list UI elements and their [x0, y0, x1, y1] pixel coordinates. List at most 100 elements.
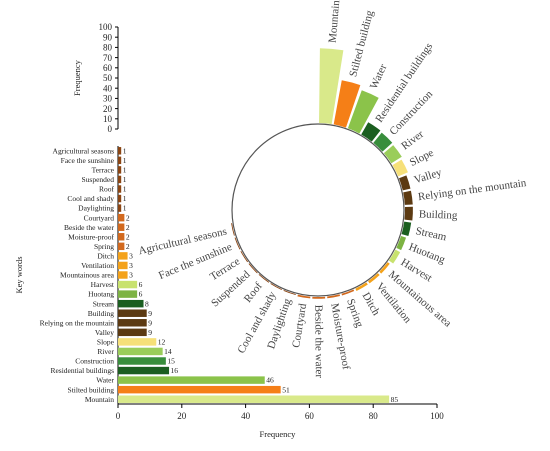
radial-wedge: [373, 132, 393, 152]
bar-value-label: 9: [148, 318, 152, 327]
bar-category-label: Terrace: [92, 165, 115, 174]
bar-category-label: Beside the water: [64, 223, 114, 232]
bar-value-label: 2: [126, 213, 130, 222]
bar: [118, 357, 166, 365]
bar-x-tick-label: 0: [116, 411, 121, 421]
bar-category-label: Building: [88, 309, 115, 318]
bar-category-label: Huotang: [88, 290, 114, 299]
bar-value-label: 9: [148, 309, 152, 318]
radial-wedge: [231, 223, 235, 236]
bar-category-label: Mountainous area: [60, 271, 115, 280]
bar-value-label: 51: [282, 385, 290, 394]
radial-wedge: [347, 90, 379, 134]
radial-wedge: [270, 283, 282, 290]
radial-wedge: [297, 294, 311, 299]
bar-value-label: 3: [129, 271, 133, 280]
radial-base-circle: [231, 123, 405, 297]
radial-wedge: [248, 263, 258, 274]
bar-category-label: Roof: [99, 185, 115, 194]
bar: [118, 376, 265, 384]
bar-value-label: 3: [129, 261, 133, 270]
radial-category-label: Stream: [415, 225, 448, 243]
bar: [118, 366, 170, 375]
radial-wedge: [355, 282, 368, 291]
bar: [118, 175, 122, 184]
radial-wedge: [401, 221, 412, 237]
radial-y-tick-label: 20: [103, 104, 113, 114]
radial-wedge: [234, 237, 241, 250]
bar-value-label: 9: [148, 328, 152, 337]
radial-y-axis-title: Frequency: [72, 59, 82, 96]
radial-y-tick-label: 80: [103, 43, 113, 53]
radial-wedge: [399, 175, 411, 191]
bar: [118, 309, 147, 317]
bar: [118, 194, 122, 203]
bar-value-label: 2: [126, 232, 130, 241]
bar-category-label: Stilted building: [68, 385, 115, 394]
bar-value-label: 1: [123, 146, 127, 155]
radial-category-label: Slope: [408, 147, 436, 169]
radial-y-tick-label: 30: [103, 94, 113, 104]
bar: [118, 319, 147, 327]
bar-category-label: Stream: [93, 299, 114, 308]
radial-wedge: [396, 236, 407, 251]
bar-value-label: 1: [123, 185, 127, 194]
bar-value-label: 1: [123, 156, 127, 165]
bar-x-tick-label: 60: [305, 411, 315, 421]
bar: [118, 233, 125, 241]
bar: [118, 213, 125, 222]
radial-wedge: [403, 190, 413, 205]
bar-category-label: Ditch: [97, 251, 114, 260]
bar-value-label: 3: [129, 251, 133, 260]
radial-wedge: [388, 249, 401, 264]
bar: [118, 290, 138, 298]
bar: [118, 271, 128, 279]
bar-category-label: Mountain: [85, 395, 114, 404]
radial-wedge: [327, 294, 341, 299]
radial-wedge: [392, 159, 408, 177]
radial-category-label: Mountain: [327, 0, 343, 43]
radial-category-label: Spring: [344, 297, 365, 329]
bar-category-label: Agricultural seasons: [53, 146, 115, 155]
radial-wedge: [379, 262, 390, 274]
bar-value-label: 85: [391, 395, 399, 404]
bar-x-tick-label: 100: [430, 411, 444, 421]
radial-wedge: [361, 122, 381, 142]
radial-wedge: [341, 289, 355, 296]
radial-category-label: Stilted building: [347, 9, 376, 78]
radial-wedge: [404, 206, 413, 221]
radial-y-tick-label: 90: [103, 32, 113, 42]
bar-value-label: 15: [167, 357, 175, 366]
radial-category-label: Building: [419, 208, 458, 221]
bar-value-label: 1: [123, 204, 127, 213]
bar-category-label: Moisture-proof: [68, 232, 114, 241]
radial-wedge: [383, 145, 402, 164]
bar-value-label: 6: [139, 280, 143, 289]
bar-category-label: River: [97, 347, 114, 356]
bar: [118, 223, 125, 231]
bar: [118, 242, 125, 251]
radial-category-label: River: [399, 128, 426, 152]
radial-y-tick-label: 10: [103, 114, 113, 124]
radial-category-label: Relying on the mountain: [417, 177, 527, 203]
bar-category-label: Courtyard: [84, 213, 115, 222]
bar: [118, 166, 122, 174]
radial-wedge: [333, 80, 361, 128]
bar: [118, 261, 128, 270]
bar-value-label: 1: [123, 194, 127, 203]
bar-value-label: 1: [123, 175, 127, 184]
bar-x-axis-title: Frequency: [260, 429, 297, 439]
radial-wedge: [319, 48, 344, 125]
bar-value-label: 8: [145, 299, 149, 308]
bar: [118, 338, 157, 346]
radial-wedge: [312, 296, 326, 299]
radial-wedge: [283, 290, 296, 295]
bar: [118, 204, 122, 212]
radial-wedge: [258, 274, 270, 283]
radial-wedge: [368, 273, 380, 284]
bar-category-label: Daylighting: [78, 204, 114, 213]
bar-category-label: Residential buildings: [50, 366, 114, 375]
bar-x-tick-label: 80: [369, 411, 379, 421]
bar-value-label: 12: [158, 337, 166, 346]
